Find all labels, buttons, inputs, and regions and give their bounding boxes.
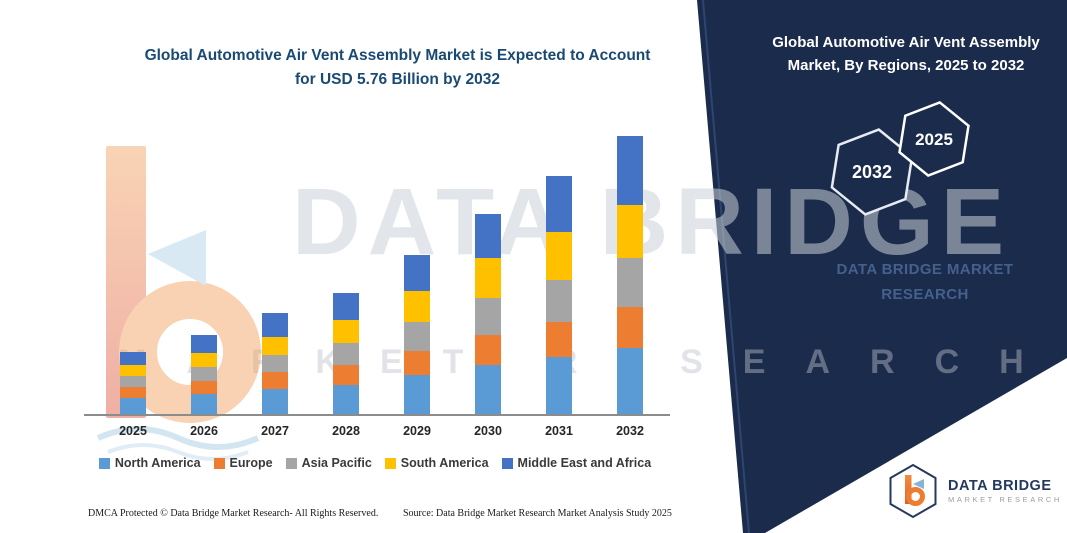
legend-label: Europe: [229, 456, 273, 470]
bar-segment-2031-middle-east-and-africa: [546, 175, 572, 232]
panel-title-line2: Market, By Regions, 2025 to 2032: [787, 56, 1025, 74]
bar-2031: [546, 175, 572, 415]
dbmr-logo: DATA BRIDGE MARKET RESEARCH: [886, 462, 1062, 520]
bar-segment-2025-europe: [120, 386, 146, 398]
bar-segment-2029-south-america: [404, 290, 430, 322]
x-tick-label-2026: 2026: [190, 424, 218, 438]
x-axis-labels: 2025 2026 2027 2028 2029 2030 2031 2032: [88, 424, 668, 442]
legend-label: North America: [114, 456, 201, 470]
legend-swatch-icon: [285, 457, 297, 469]
panel-brand-line1: DATA BRIDGE MARKET: [836, 261, 1014, 278]
bar-segment-2027-south-america: [262, 336, 288, 355]
legend-label: South America: [400, 456, 489, 470]
x-tick-label-2028: 2028: [332, 424, 360, 438]
bar-segment-2032-south-america: [617, 205, 643, 259]
stacked-bar-plot-area: [88, 120, 668, 415]
panel-brand-line2: RESEARCH: [881, 285, 969, 303]
panel-brand-text: DATA BRIDGE MARKET RESEARCH: [780, 258, 1067, 308]
legend-item-asia-pacific: Asia Pacific: [285, 456, 372, 470]
dmca-notice: DMCA Protected © Data Bridge Market Rese…: [88, 508, 379, 519]
bar-segment-2031-asia-pacific: [546, 279, 572, 323]
bar-segment-2029-north-america: [404, 374, 430, 415]
bar-segment-2027-europe: [262, 371, 288, 389]
bar-segment-2030-south-america: [475, 258, 501, 299]
bar-segment-2025-middle-east-and-africa: [120, 351, 146, 365]
chart-title-line1: Global Automotive Air Vent Assembly Mark…: [144, 47, 651, 64]
bar-2030: [475, 214, 501, 415]
bar-segment-2026-south-america: [191, 353, 217, 368]
bar-2029: [404, 254, 430, 415]
legend-swatch-icon: [98, 457, 110, 469]
legend-label: Middle East and Africa: [517, 456, 652, 470]
bar-segment-2026-europe: [191, 381, 217, 395]
source-notice: Source: Data Bridge Market Research Mark…: [403, 508, 672, 519]
panel-title: Global Automotive Air Vent Assembly Mark…: [755, 32, 1057, 77]
legend-item-north-america: North America: [98, 456, 201, 470]
bar-segment-2026-middle-east-and-africa: [191, 335, 217, 354]
bar-segment-2031-north-america: [546, 356, 572, 415]
bar-segment-2027-north-america: [262, 388, 288, 415]
year-hexagon-badges: 2032 2025: [830, 101, 970, 216]
bar-2027: [262, 312, 288, 415]
legend-item-europe: Europe: [213, 456, 273, 470]
bar-segment-2028-north-america: [333, 385, 359, 415]
badge-2025-label: 2025: [915, 130, 953, 149]
bar-segment-2029-asia-pacific: [404, 321, 430, 351]
dbmr-logo-icon: [889, 463, 937, 519]
chart-title: Global Automotive Air Vent Assembly Mark…: [90, 44, 705, 92]
bar-2026: [191, 335, 217, 415]
hexagon-badge-2025: [898, 101, 970, 177]
bar-segment-2028-asia-pacific: [333, 343, 359, 366]
bar-segment-2032-middle-east-and-africa: [617, 136, 643, 206]
bar-segment-2026-asia-pacific: [191, 367, 217, 382]
legend-label: Asia Pacific: [301, 456, 372, 470]
bar-segment-2030-north-america: [475, 365, 501, 415]
bar-segment-2032-asia-pacific: [617, 258, 643, 308]
bar-segment-2028-middle-east-and-africa: [333, 292, 359, 321]
panel-accent-line: [702, 0, 750, 533]
bar-segment-2027-asia-pacific: [262, 354, 288, 372]
x-tick-label-2031: 2031: [545, 424, 573, 438]
dbmr-logo-name: DATA BRIDGE: [948, 478, 1052, 495]
bar-segment-2031-south-america: [546, 231, 572, 280]
bar-segment-2025-south-america: [120, 364, 146, 376]
dbmr-logo-subtitle: MARKET RESEARCH: [948, 495, 1062, 505]
legend-item-south-america: South America: [384, 456, 489, 470]
bar-segment-2027-middle-east-and-africa: [262, 312, 288, 337]
bar-segment-2032-north-america: [617, 348, 643, 415]
bar-segment-2025-north-america: [120, 398, 146, 415]
navy-panel-shape: [697, 0, 1067, 533]
bar-2025: [120, 351, 146, 415]
chart-title-line2: for USD 5.76 Billion by 2032: [294, 71, 500, 89]
bar-segment-2028-south-america: [333, 320, 359, 344]
bar-segment-2032-europe: [617, 307, 643, 349]
panel-title-line1: Global Automotive Air Vent Assembly: [772, 34, 1040, 51]
x-tick-label-2027: 2027: [261, 424, 289, 438]
x-tick-label-2030: 2030: [474, 424, 502, 438]
bar-segment-2025-asia-pacific: [120, 375, 146, 387]
bar-segment-2031-europe: [546, 322, 572, 357]
legend-swatch-icon: [213, 457, 225, 469]
dbmr-logo-text: DATA BRIDGE MARKET RESEARCH: [948, 477, 1062, 505]
x-tick-label-2029: 2029: [403, 424, 431, 438]
bar-segment-2029-middle-east-and-africa: [404, 254, 430, 291]
bar-segment-2030-asia-pacific: [475, 298, 501, 336]
bar-segment-2026-north-america: [191, 394, 217, 415]
legend-swatch-icon: [384, 457, 396, 469]
x-tick-label-2025: 2025: [119, 424, 147, 438]
legend-swatch-icon: [501, 457, 513, 469]
x-tick-label-2032: 2032: [616, 424, 644, 438]
x-axis: [84, 414, 670, 416]
badge-2032-label: 2032: [852, 162, 892, 182]
bar-segment-2030-middle-east-and-africa: [475, 214, 501, 259]
chart-legend: North America Europe Asia Pacific South Ame…: [70, 456, 680, 470]
bar-segment-2028-europe: [333, 365, 359, 385]
legend-item-middle-east-and-africa: Middle East and Africa: [501, 456, 652, 470]
bar-segment-2030-europe: [475, 335, 501, 366]
bar-2032: [617, 136, 643, 415]
bar-segment-2029-europe: [404, 350, 430, 375]
bar-2028: [333, 292, 359, 415]
